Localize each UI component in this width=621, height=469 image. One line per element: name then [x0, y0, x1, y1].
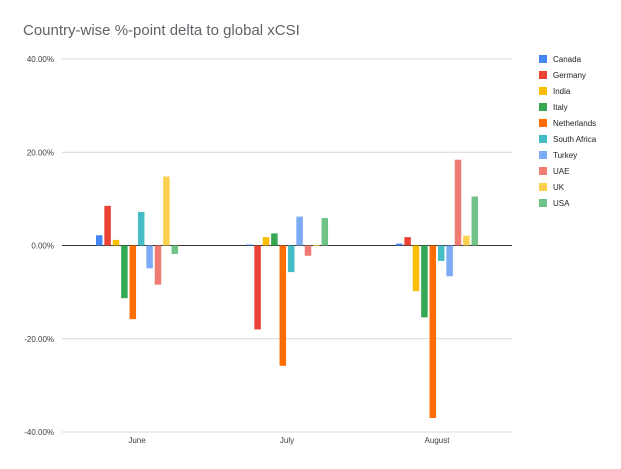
legend-label: Italy — [553, 103, 568, 112]
legend-label: Netherlands — [553, 119, 596, 128]
bar-germany-august — [404, 237, 411, 246]
bar-netherlands-june — [129, 245, 137, 320]
bar-turkey-june — [146, 245, 153, 269]
legend-swatch-south-africa — [539, 135, 547, 143]
bar-uae-august — [454, 159, 462, 246]
y-tick-label: 0.00% — [31, 242, 54, 251]
bar-usa-june — [171, 245, 179, 254]
bar-canada-june — [95, 235, 103, 246]
bar-india-august — [412, 245, 420, 292]
chart-title: Country-wise %-point delta to global xCS… — [23, 22, 300, 39]
legend-label: UAE — [553, 167, 569, 176]
legend-swatch-india — [539, 87, 547, 95]
x-axis-ticks: June July August — [128, 436, 450, 445]
bar-germany-july — [254, 245, 261, 330]
bar-south-africa-august — [437, 245, 445, 261]
legend-swatch-turkey — [539, 151, 547, 159]
bar-canada-august — [395, 243, 403, 246]
y-tick-label: 40.00% — [27, 55, 54, 64]
bar-uae-july — [304, 245, 312, 256]
legend-swatch-canada — [539, 55, 547, 63]
bar-canada-july — [245, 244, 253, 246]
y-tick-label: -20.00% — [24, 335, 54, 344]
bar-uk-july — [313, 245, 320, 246]
legend-swatch-usa — [539, 199, 547, 207]
legend-swatch-uk — [539, 183, 547, 191]
bar-turkey-july — [296, 216, 303, 246]
bar-usa-july — [321, 217, 329, 246]
bar-uk-august — [463, 235, 470, 246]
legend-label: UK — [553, 183, 565, 192]
legend-label: Turkey — [553, 151, 577, 160]
bar-netherlands-august — [429, 245, 437, 419]
bar-germany-june — [104, 205, 111, 246]
x-tick-label: June — [128, 436, 146, 445]
bar-south-africa-july — [287, 245, 295, 273]
legend-label: Canada — [553, 55, 582, 64]
y-tick-label: 20.00% — [27, 148, 54, 157]
bar-netherlands-july — [279, 245, 287, 366]
bar-south-africa-june — [137, 211, 145, 246]
y-tick-label: -40.00% — [24, 428, 54, 437]
bar-india-july — [262, 237, 270, 246]
x-tick-label: August — [425, 436, 451, 445]
bar-turkey-august — [446, 245, 453, 277]
legend-label: USA — [553, 199, 570, 208]
bar-italy-july — [271, 233, 278, 246]
bar-italy-june — [121, 245, 128, 299]
legend-label: India — [553, 87, 571, 96]
bar-usa-august — [471, 196, 479, 246]
legend-swatch-netherlands — [539, 119, 547, 127]
legend-swatch-uae — [539, 167, 547, 175]
legend-swatch-germany — [539, 71, 547, 79]
y-axis-ticks: 40.00% 20.00% 0.00% -20.00% -40.00% — [24, 55, 54, 437]
legend-swatch-italy — [539, 103, 547, 111]
bar-uae-june — [154, 245, 162, 285]
bar-italy-august — [421, 245, 428, 318]
legend-label: Germany — [553, 71, 586, 80]
gridlines — [62, 58, 512, 433]
bar-india-june — [112, 239, 120, 246]
bars — [95, 159, 479, 419]
legend: Canada Germany India Italy Netherlands South … — [539, 55, 597, 208]
legend-label: South Africa — [553, 135, 597, 144]
bar-uk-june — [163, 176, 170, 246]
x-tick-label: July — [280, 436, 294, 445]
